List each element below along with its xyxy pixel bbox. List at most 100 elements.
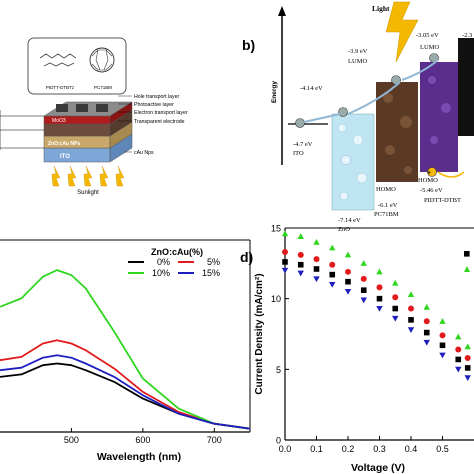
panel-c-xtick-label-0: 500 xyxy=(64,435,79,445)
pcbm-texture-1 xyxy=(383,93,393,103)
panel-d-point-s0-4 xyxy=(344,251,352,258)
panel-d-xtick-label-5: 0.5 xyxy=(436,444,449,454)
zno-top-value: -4.14 eV xyxy=(300,85,323,92)
zno-electron-icon xyxy=(338,107,348,117)
ito-value: -4.7 eV xyxy=(293,141,313,148)
panel-d-point-s0-1 xyxy=(297,233,304,240)
panel-d-point-s0-10 xyxy=(439,318,446,324)
panel-d-point-s3-3 xyxy=(329,281,336,288)
sunlight-arrow-icon-4 xyxy=(115,165,125,187)
panel-d-ytick-label-0: 0 xyxy=(276,436,281,446)
moo3-top-value: -2.3 xyxy=(462,32,472,39)
pcbm-texture-4 xyxy=(404,166,412,174)
panel-d: d) 0 5 10 15 0.0 0.1 0.2 0.3 0.4 0.5 Voltage (V) Cur… xyxy=(240,224,474,474)
pidtt-homo-label: HOMO xyxy=(418,177,438,184)
panel-d-point-s2-9 xyxy=(423,329,430,336)
molecule-box xyxy=(27,37,127,95)
panel-d-point-s2-11 xyxy=(455,356,462,363)
polymer-structure-2 xyxy=(43,62,75,67)
energy-axis-label: Energy xyxy=(271,81,278,103)
panel-d-ylabel: Current Density (mA/cm²) xyxy=(254,273,265,394)
panel-d-point-s2-1 xyxy=(297,261,304,268)
panel-d-point-s2-4 xyxy=(345,278,351,285)
molecule-label-fullerene: PC71BM xyxy=(94,85,112,90)
pcbm-texture-3 xyxy=(385,145,395,155)
pcbm-label: PC71BM xyxy=(374,211,399,218)
panel-d-point-s3-12 xyxy=(464,375,471,382)
panel-d-legend-marker-1 xyxy=(464,266,470,272)
panel-d-point-s2-0 xyxy=(282,259,288,265)
pidtt-block xyxy=(420,62,458,172)
panel-c-legend-label-3: 15% xyxy=(202,268,220,278)
panel-d-point-s3-8 xyxy=(407,327,415,333)
light-bolt-icon xyxy=(385,1,419,63)
panel-c-legend-title: ZnO:cAu(%) xyxy=(151,247,203,257)
panel-d-point-s3-0 xyxy=(281,267,289,274)
panel-d-point-s1-4 xyxy=(345,268,351,275)
ito-label: ITO xyxy=(293,150,304,157)
panel-d-point-s2-8 xyxy=(408,317,414,323)
panel-c-legend-label-0: 0% xyxy=(157,257,170,267)
hole-plus-sign: + xyxy=(427,171,431,177)
sunlight-arrow-icon-1 xyxy=(67,165,77,187)
panel-b: b) Energy Light -4.7 eV ITO -4.14 eV -7.… xyxy=(242,1,474,233)
polymer-structure xyxy=(39,53,77,59)
panel-c-legend-label-1: 5% xyxy=(207,257,220,267)
pcbm-lumo-value: -3.9 eV xyxy=(348,48,368,55)
layer-label-electrode: Transparent electrode xyxy=(134,119,185,125)
zno-bottom-value: -7.14 eV xyxy=(338,217,361,224)
panel-d-point-s1-2 xyxy=(313,256,320,263)
fullerene-lines xyxy=(91,49,113,71)
panel-d-point-s0-8 xyxy=(407,291,415,297)
stack-moo3-side xyxy=(109,101,133,125)
panel-d-point-s3-2 xyxy=(313,276,320,283)
panel-a: PIDTT-DTBTz PC71BM MoO3 ZnO:cAu NPs ITO xyxy=(0,37,188,196)
panel-d-point-s3-5 xyxy=(360,297,367,304)
panel-d-xtick-label-4: 0.4 xyxy=(405,444,418,454)
panel-d-point-s0-5 xyxy=(360,260,367,266)
panel-d-point-s3-10 xyxy=(439,352,446,359)
sunlight-arrow-icon-0 xyxy=(51,165,61,187)
panel-d-point-s0-7 xyxy=(392,279,399,286)
stack-active-front xyxy=(43,123,111,137)
pidtt-hole-icon xyxy=(427,167,437,177)
panel-c-series-1 xyxy=(0,339,251,430)
panel-c: 500 600 700 Wavelength (nm) ZnO:cAu(%)0% 5% 10… xyxy=(0,239,251,463)
panel-d-point-s1-10 xyxy=(439,332,446,339)
layer-label-active: Photoactive layer xyxy=(134,102,174,108)
hole-transfer-arrow xyxy=(437,171,465,178)
panel-d-point-s1-7 xyxy=(392,294,399,301)
panel-d-ytick-label-3: 15 xyxy=(271,224,281,234)
sunlight-arrow-icon-2 xyxy=(83,165,93,187)
panel-d-point-s2-10 xyxy=(439,342,446,349)
pidtt-lumo-value: -3.05 eV xyxy=(416,32,439,39)
layer-label-htl: Hole transport layer xyxy=(134,94,180,100)
stack-ito-front xyxy=(43,147,111,163)
panel-c-series-3 xyxy=(0,354,251,430)
pidtt-lumo-label: LUMO xyxy=(420,44,439,51)
panel-d-point-s1-6 xyxy=(376,284,383,291)
panel-d-point-s1-5 xyxy=(360,275,367,282)
np-label: cAu Nps xyxy=(134,150,154,156)
electron-transfer-arrow-1 xyxy=(347,81,401,115)
panel-d-legend-marker-0 xyxy=(464,251,470,257)
pidtt-label: PIDTT-DTBT xyxy=(424,197,461,204)
panel-d-point-s3-11 xyxy=(455,366,462,373)
panel-d-point-s3-6 xyxy=(376,306,383,312)
layer-label-etl: Electron transport layer xyxy=(134,110,188,116)
panel-d-point-s0-3 xyxy=(329,244,336,251)
stack-label-moo3: MoO3 xyxy=(52,118,66,124)
sunlight-label: Sunlight xyxy=(77,190,99,196)
panel-d-point-s1-8 xyxy=(408,305,414,312)
pcbm-block xyxy=(376,82,418,182)
panel-d-point-s1-9 xyxy=(423,318,430,325)
panel-d-point-s3-4 xyxy=(344,289,352,295)
panel-d-point-s1-1 xyxy=(297,251,304,258)
pidtt-texture-2 xyxy=(441,103,451,113)
energy-axis-arrowhead xyxy=(278,6,286,16)
panel-d-xtick-label-1: 0.1 xyxy=(310,444,323,454)
moo3-block xyxy=(458,38,474,136)
ito-electron-icon xyxy=(295,118,305,128)
panel-d-point-s0-2 xyxy=(313,238,320,245)
